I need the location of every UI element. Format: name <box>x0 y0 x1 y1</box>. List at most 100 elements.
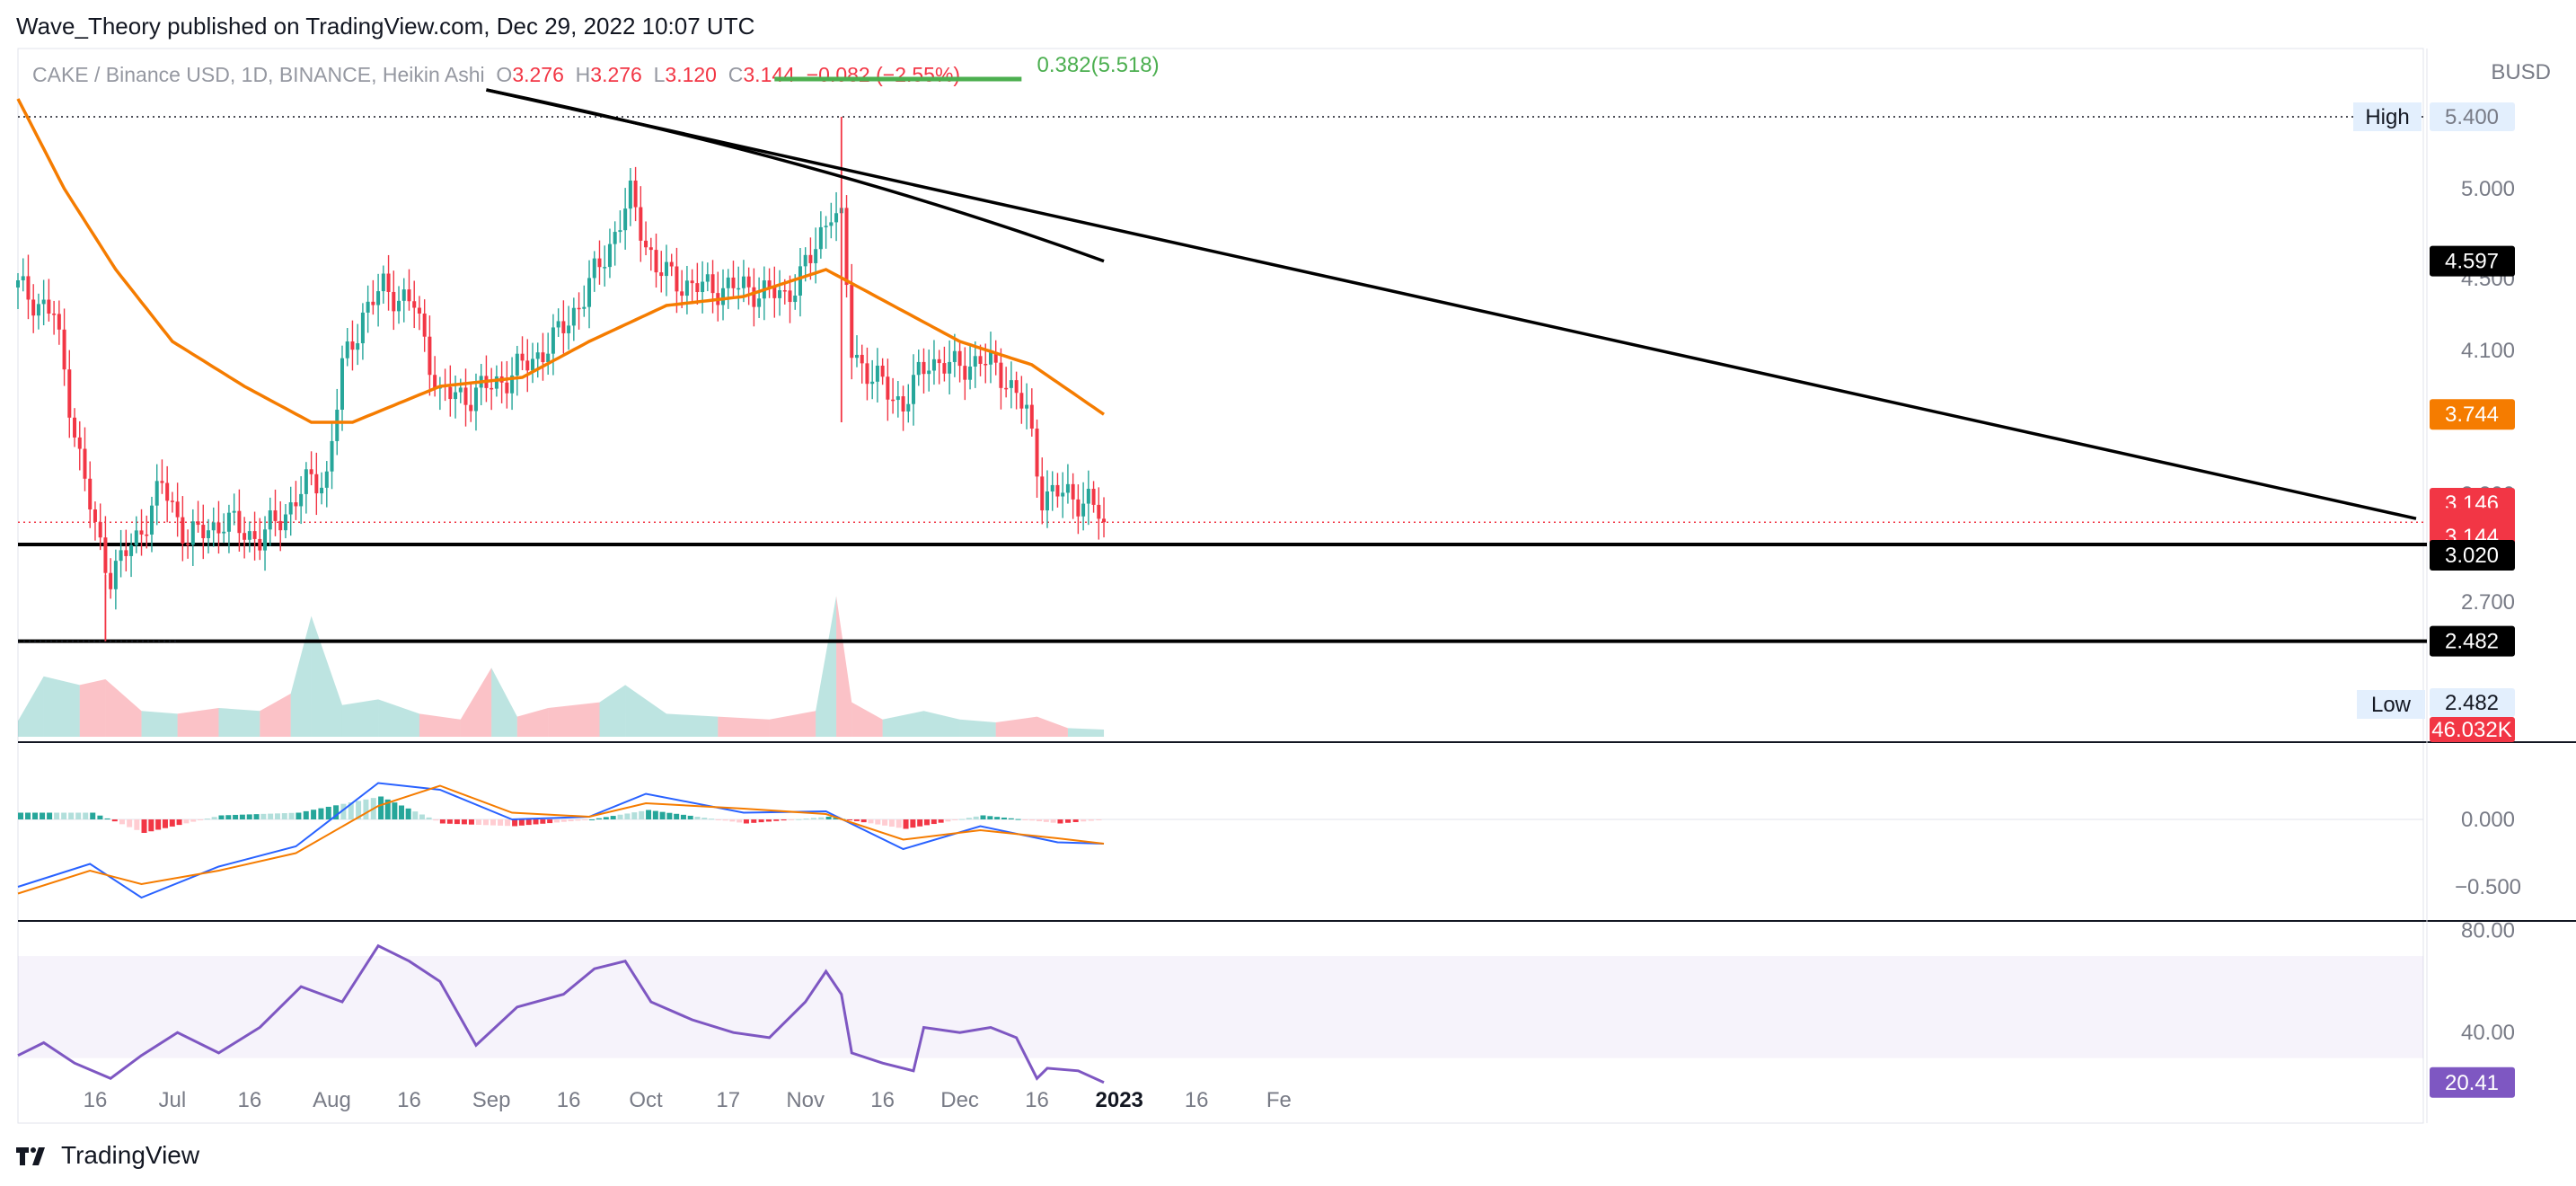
candle-body <box>942 363 947 374</box>
macd-hist-bar <box>225 815 232 819</box>
candle-body <box>551 327 555 354</box>
macd-hist-bar <box>119 819 125 825</box>
macd-hist-bar <box>384 799 391 819</box>
candle-body <box>186 543 190 545</box>
macd-hist-bar <box>924 819 931 826</box>
macd-hist-bar <box>169 819 175 827</box>
candle-body <box>741 276 745 288</box>
candle-body <box>1061 492 1065 497</box>
x-tick-label: 16 <box>870 1088 895 1112</box>
support-1-badge-bg <box>2430 540 2515 571</box>
macd-hist-bar <box>90 812 96 819</box>
macd-hist-bar <box>847 819 853 820</box>
rsi-badge-text: 20.41 <box>2445 1071 2499 1095</box>
macd-hist-bar <box>399 805 405 819</box>
macd-hist-bar <box>40 812 46 819</box>
footer-brand[interactable]: TradingView <box>61 1141 200 1169</box>
candle-body <box>710 274 715 294</box>
candle-body <box>77 437 82 449</box>
candle-body <box>525 360 530 371</box>
macd-hist-bar <box>903 819 909 829</box>
candle-body <box>541 352 545 363</box>
macd-hist-bar <box>518 819 525 826</box>
ema-badge: 3.744 <box>2430 399 2515 430</box>
candle-body <box>190 521 195 545</box>
volume-area-segment <box>836 596 852 737</box>
candle-body <box>1076 499 1081 517</box>
candle-body <box>680 291 684 296</box>
candle-body <box>999 362 1003 388</box>
macd-hist-bar <box>433 819 439 821</box>
candle-body <box>1045 491 1049 511</box>
macd-hist-bar <box>211 817 217 819</box>
candle-body <box>41 299 46 305</box>
candle-body <box>850 285 854 358</box>
candle-body <box>669 261 674 267</box>
x-tick-label: 16 <box>397 1088 421 1112</box>
symbol-legend: CAKE / Binance USD, 1D, BINANCE, Heikin … <box>32 63 960 87</box>
plot-border <box>17 48 2424 1124</box>
candle-body <box>1091 489 1096 505</box>
candle-body <box>726 277 730 288</box>
candle-body <box>139 530 144 535</box>
candle-body <box>283 514 287 531</box>
candle-body <box>633 180 638 208</box>
macd-hist-bar <box>190 819 197 822</box>
candle-body <box>571 307 576 326</box>
macd-hist-bar <box>751 819 757 823</box>
candle-body <box>392 291 396 312</box>
ma-black-badge-text: 4.597 <box>2445 250 2499 274</box>
macd-hist-bar <box>525 819 532 826</box>
candle-body <box>891 399 895 402</box>
candle-body <box>134 530 138 545</box>
ema-line <box>16 98 1105 424</box>
candle-body <box>232 510 236 513</box>
candle-body <box>912 375 916 404</box>
volume-area-segment <box>923 711 960 737</box>
candle-body <box>417 307 421 314</box>
price-tick-label: 4.100 <box>2461 339 2515 363</box>
candle-body <box>818 226 823 250</box>
candle-body <box>587 278 592 307</box>
macd-hist-bar <box>773 819 780 821</box>
candle-body <box>701 281 705 293</box>
macd-hist-bar <box>97 815 103 819</box>
volume-area-segment <box>599 685 626 737</box>
macd-hist-bar <box>446 819 453 824</box>
macd-hist-bar <box>378 796 384 819</box>
macd-hist-bar <box>288 812 295 819</box>
volume-area-segment <box>816 596 837 737</box>
macd-hist-bar <box>888 819 895 828</box>
ema-badge-bg <box>2430 399 2515 430</box>
candle-body <box>98 521 102 538</box>
candle-body <box>561 321 566 333</box>
candle-body <box>1004 387 1009 390</box>
macd-hist-bar <box>392 802 398 819</box>
legend-close-label: C <box>728 63 744 86</box>
candle-body <box>515 353 519 376</box>
macd-hist-bar <box>1022 819 1028 820</box>
candle-body <box>237 510 242 534</box>
candle-body <box>957 350 962 367</box>
candle-body <box>1050 484 1054 491</box>
support-1-badge: 3.020 <box>2430 540 2515 571</box>
candle-body <box>1102 518 1107 523</box>
candle-body <box>968 366 973 380</box>
rsi-tick-label: 80.00 <box>2461 919 2515 943</box>
macd-hist-bar <box>853 819 860 821</box>
candle-body <box>473 387 478 412</box>
macd-hist-bar <box>617 814 623 819</box>
candle-body <box>448 386 453 400</box>
candle-body <box>93 509 97 522</box>
macd-hist-bar <box>560 819 567 822</box>
candle-body <box>119 550 123 562</box>
macd-hist-bar <box>405 808 411 819</box>
price-tick-label: 5.000 <box>2461 177 2515 201</box>
candle-body <box>613 232 617 244</box>
candle-body <box>458 387 463 393</box>
legend-open-label: O <box>496 63 513 86</box>
legend-symbol[interactable]: CAKE / Binance USD, 1D, BINANCE, Heikin … <box>32 63 485 86</box>
macd-hist-bar <box>610 816 616 819</box>
candle-body <box>618 230 622 233</box>
